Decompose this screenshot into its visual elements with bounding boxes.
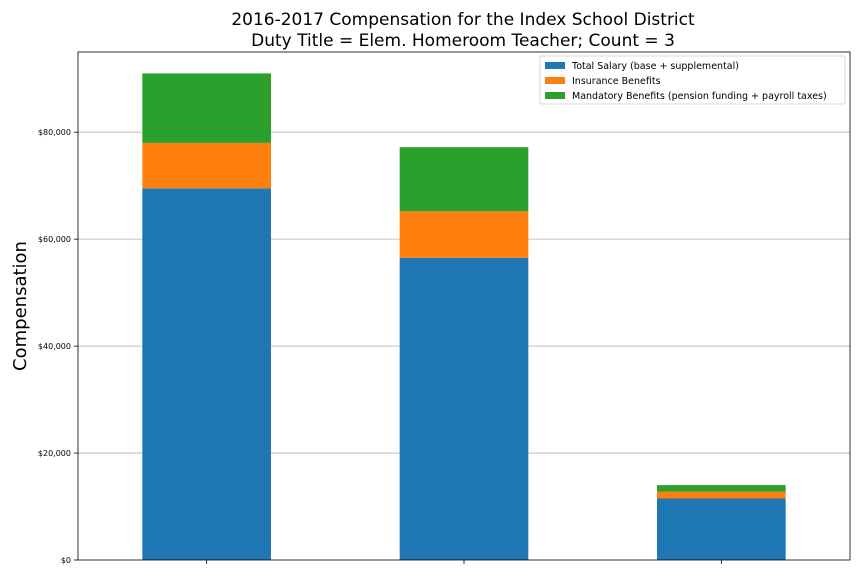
y-tick-label: $0: [61, 556, 71, 565]
bar-segment-series-1: [142, 188, 271, 560]
plot-frame: [77, 51, 851, 561]
axes: $0 $20,000 $40,000 $60,000 $80,000: [38, 51, 851, 565]
chart-title-line-2: Duty Title = Elem. Homeroom Teacher; Cou…: [251, 31, 675, 51]
y-tick-label: $80,000: [38, 128, 71, 137]
chart-title-line-1: 2016-2017 Compensation for the Index Sch…: [231, 10, 695, 30]
bar-segment-series-3: [399, 147, 529, 212]
bar-segment-series-1: [657, 498, 786, 560]
y-tick-label: $40,000: [38, 342, 71, 351]
bar-segment-series-1: [399, 257, 529, 560]
legend-swatch: [545, 77, 565, 84]
y-tick-label: $60,000: [38, 235, 71, 244]
legend: Total Salary (base + supplemental) Insura…: [539, 55, 846, 105]
bar-segment-series-2: [657, 491, 786, 499]
y-tick-label: $20,000: [38, 449, 71, 458]
legend-label: Mandatory Benefits (pension funding + pa…: [572, 91, 827, 102]
legend-box: [539, 55, 846, 105]
y-axis-label: Compensation: [10, 241, 31, 371]
bars: [142, 73, 786, 560]
bar-segment-series-3: [657, 485, 786, 492]
bar-segment-series-2: [399, 211, 529, 258]
legend-swatch: [545, 92, 565, 99]
legend-swatch: [545, 62, 565, 69]
legend-label: Total Salary (base + supplemental): [571, 61, 739, 72]
legend-label: Insurance Benefits: [572, 76, 661, 87]
bar-segment-series-3: [142, 73, 271, 143]
bar-segment-series-2: [142, 142, 271, 189]
